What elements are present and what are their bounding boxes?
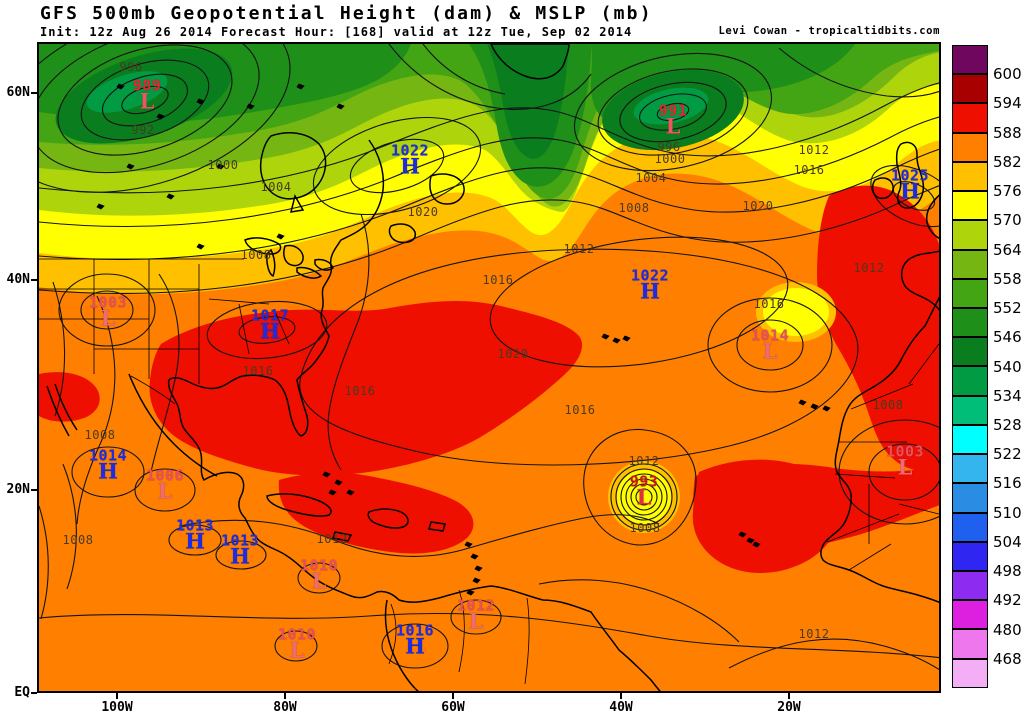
lat-tick-label: EQ bbox=[14, 685, 30, 700]
lon-tick-label: 20W bbox=[777, 700, 801, 715]
island-dots bbox=[96, 83, 831, 596]
colorbar-tick-label: 588 bbox=[993, 123, 1022, 142]
colorbar-cell bbox=[952, 454, 988, 484]
lat-tick-label: 20N bbox=[6, 482, 30, 497]
colorbar-tick-label: 528 bbox=[993, 415, 1022, 434]
colorbar-cell bbox=[952, 103, 988, 133]
colorbar-tick-label: 510 bbox=[993, 503, 1022, 522]
lat-tick-mark bbox=[31, 489, 37, 491]
colorbar-cell bbox=[952, 395, 988, 425]
lon-tick-mark bbox=[788, 693, 790, 699]
colorbar-tick-label: 516 bbox=[993, 474, 1022, 493]
isobar-contours bbox=[39, 44, 939, 671]
colorbar-tick-label: 522 bbox=[993, 445, 1022, 464]
colorbar-cell bbox=[952, 132, 988, 162]
colorbar-cell bbox=[952, 629, 988, 659]
lon-tick-mark bbox=[284, 693, 286, 699]
colorbar-cell bbox=[952, 483, 988, 513]
height-colorbar bbox=[952, 45, 988, 688]
colorbar-tick-label: 558 bbox=[993, 269, 1022, 288]
coastlines bbox=[46, 44, 939, 691]
lat-tick-label: 60N bbox=[6, 85, 30, 100]
colorbar-tick-label: 552 bbox=[993, 299, 1022, 318]
hurricane-isobars bbox=[583, 428, 697, 546]
lon-tick-mark bbox=[620, 693, 622, 699]
colorbar-tick-label: 570 bbox=[993, 211, 1022, 230]
colorbar-cell bbox=[952, 424, 988, 455]
colorbar-tick-label: 600 bbox=[993, 65, 1022, 84]
colorbar-tick-label: 582 bbox=[993, 152, 1022, 171]
lon-tick-label: 80W bbox=[273, 700, 297, 715]
colorbar-tick-label: 468 bbox=[993, 649, 1022, 668]
map-artwork bbox=[39, 44, 939, 691]
lon-tick-label: 40W bbox=[609, 700, 633, 715]
lon-tick-label: 100W bbox=[101, 700, 133, 715]
colorbar-cell bbox=[952, 337, 988, 367]
colorbar-cell bbox=[952, 600, 988, 630]
lon-tick-mark bbox=[116, 693, 118, 699]
colorbar-tick-label: 564 bbox=[993, 240, 1022, 259]
colorbar-tick-label: 594 bbox=[993, 94, 1022, 113]
colorbar-cell bbox=[952, 220, 988, 250]
colorbar-cell bbox=[952, 45, 988, 75]
colorbar-cell bbox=[952, 366, 988, 396]
hurricane-core bbox=[608, 461, 680, 533]
colorbar-tick-label: 534 bbox=[993, 386, 1022, 405]
colorbar-cell bbox=[952, 570, 988, 601]
colorbar-tick-label: 492 bbox=[993, 591, 1022, 610]
colorbar-tick-label: 546 bbox=[993, 328, 1022, 347]
colorbar-cell bbox=[952, 74, 988, 104]
height-color-bands bbox=[39, 44, 939, 691]
lat-tick-mark bbox=[31, 279, 37, 281]
lat-tick-mark bbox=[31, 692, 37, 694]
colorbar-tick-label: 480 bbox=[993, 620, 1022, 639]
lat-tick-mark bbox=[31, 92, 37, 94]
lat-tick-label: 40N bbox=[6, 272, 30, 287]
colorbar-cell bbox=[952, 512, 988, 542]
colorbar-cell bbox=[952, 658, 988, 688]
colorbar-tick-label: 498 bbox=[993, 562, 1022, 581]
forecast-subtitle: Init: 12z Aug 26 2014 Forecast Hour: [16… bbox=[40, 25, 633, 39]
lon-tick-label: 60W bbox=[441, 700, 465, 715]
colorbar-cell bbox=[952, 191, 988, 221]
map-canvas: 996 992 1000 1004 1008 1020 1016 1012 1008 1004 10… bbox=[37, 42, 941, 693]
colorbar-cell bbox=[952, 161, 988, 192]
colorbar-tick-label: 540 bbox=[993, 357, 1022, 376]
colorbar-cell bbox=[952, 541, 988, 571]
colorbar-cell bbox=[952, 278, 988, 308]
colorbar-cell bbox=[952, 249, 988, 279]
credit-text: Levi Cowan - tropicaltidbits.com bbox=[718, 25, 940, 37]
colorbar-cell bbox=[952, 307, 988, 338]
political-borders bbox=[39, 258, 939, 685]
colorbar-tick-label: 576 bbox=[993, 182, 1022, 201]
page-title: GFS 500mb Geopotential Height (dam) & MS… bbox=[40, 3, 653, 24]
colorbar-tick-label: 504 bbox=[993, 532, 1022, 551]
lon-tick-mark bbox=[452, 693, 454, 699]
